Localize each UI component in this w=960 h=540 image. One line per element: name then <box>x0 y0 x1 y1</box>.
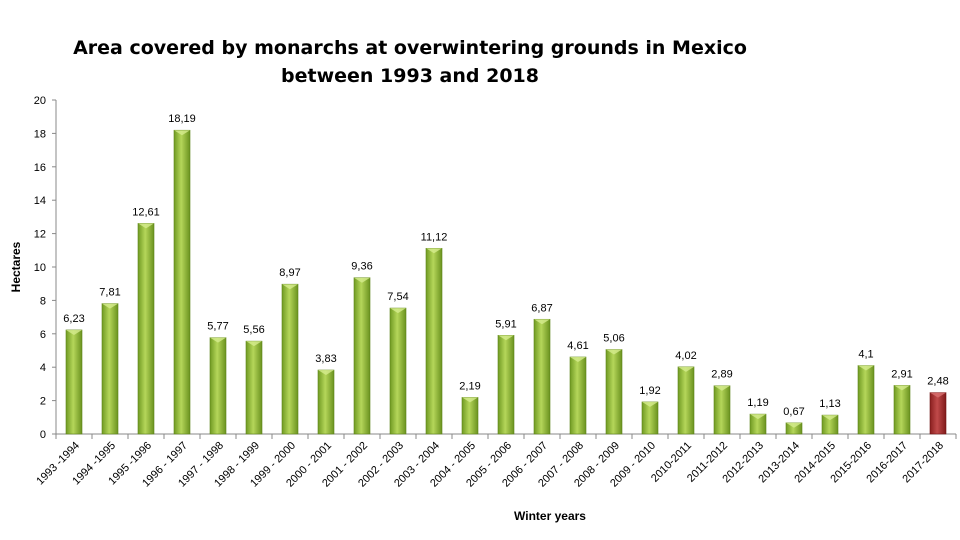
data-label: 1,13 <box>819 398 840 410</box>
data-label: 2,91 <box>891 368 912 380</box>
bar <box>569 356 587 435</box>
y-tick-label: 6 <box>40 329 46 341</box>
data-label: 5,56 <box>243 324 264 336</box>
y-tick-label: 20 <box>34 95 46 107</box>
bar-top-bevel <box>570 357 586 363</box>
bar-top-bevel <box>714 385 730 391</box>
bar-top-bevel <box>174 130 190 136</box>
bar <box>245 340 263 435</box>
bar <box>893 385 911 435</box>
bar-top-bevel <box>318 370 334 376</box>
bar <box>929 392 947 435</box>
bar <box>497 335 515 435</box>
y-tick-label: 16 <box>34 162 46 174</box>
bar-top-bevel <box>210 337 226 343</box>
y-tick-label: 14 <box>34 195 46 207</box>
bar-top-bevel <box>102 303 118 309</box>
bar <box>353 277 371 435</box>
bar <box>605 349 623 435</box>
bar <box>209 337 227 435</box>
data-label: 3,83 <box>315 353 336 365</box>
data-label: 6,87 <box>531 302 552 314</box>
data-label: 8,97 <box>279 267 300 279</box>
bar <box>281 283 299 435</box>
bar-top-bevel <box>462 397 478 403</box>
bar <box>425 247 443 435</box>
bar-top-bevel <box>750 414 766 420</box>
data-label: 1,92 <box>639 385 660 397</box>
data-label: 12,61 <box>132 206 160 218</box>
bar <box>65 329 83 435</box>
data-label: 5,91 <box>495 318 516 330</box>
data-label: 1,19 <box>747 397 768 409</box>
bar-top-bevel <box>606 349 622 355</box>
data-label: 9,36 <box>351 261 372 273</box>
data-label: 2,48 <box>927 376 948 388</box>
data-label: 18,19 <box>168 113 196 125</box>
bar <box>677 366 695 435</box>
bar-top-bevel <box>282 284 298 290</box>
bar <box>389 307 407 435</box>
bar-top-bevel <box>894 385 910 391</box>
data-label: 2,89 <box>711 369 732 381</box>
bar <box>461 397 479 435</box>
bar-top-bevel <box>426 248 442 254</box>
bar-top-bevel <box>246 341 262 347</box>
chart-title-line-2: between 1993 and 2018 <box>281 65 539 87</box>
bar-top-bevel <box>390 308 406 314</box>
data-label: 0,67 <box>783 406 804 418</box>
y-tick-label: 12 <box>34 229 46 241</box>
data-label: 6,23 <box>63 313 84 325</box>
y-tick-label: 10 <box>34 262 46 274</box>
bar <box>317 369 335 435</box>
bar-top-bevel <box>642 401 658 407</box>
data-label: 7,81 <box>99 287 120 299</box>
data-label: 7,54 <box>387 291 408 303</box>
bar-top-bevel <box>822 415 838 421</box>
y-tick-label: 0 <box>40 429 46 441</box>
bar <box>713 385 731 435</box>
bar-top-bevel <box>354 277 370 283</box>
bar <box>533 318 551 435</box>
data-label: 4,02 <box>675 350 696 362</box>
y-tick-label: 2 <box>40 396 46 408</box>
bar-top-bevel <box>534 319 550 325</box>
data-label: 2,19 <box>459 380 480 392</box>
y-tick-label: 18 <box>34 128 46 140</box>
bar-top-bevel <box>930 392 946 398</box>
bar <box>137 223 155 435</box>
bar-top-bevel <box>498 335 514 341</box>
bar-top-bevel <box>786 422 802 428</box>
chart-title-line-1: Area covered by monarchs at overwinterin… <box>73 37 747 59</box>
data-label: 5,06 <box>603 332 624 344</box>
y-axis-title: Hectares <box>9 241 23 292</box>
x-axis-title: Winter years <box>514 509 586 523</box>
y-tick-label: 8 <box>40 295 46 307</box>
bar-top-bevel <box>678 366 694 372</box>
bar-top-bevel <box>858 365 874 371</box>
data-label: 5,77 <box>207 321 228 333</box>
data-label: 4,1 <box>858 349 873 361</box>
bar <box>173 129 191 435</box>
bar-top-bevel <box>138 223 154 229</box>
data-label: 11,12 <box>421 231 448 243</box>
y-tick-label: 4 <box>40 362 46 374</box>
bar <box>857 365 875 435</box>
bar <box>101 303 119 435</box>
bar-top-bevel <box>66 329 82 335</box>
data-label: 4,61 <box>567 340 588 352</box>
